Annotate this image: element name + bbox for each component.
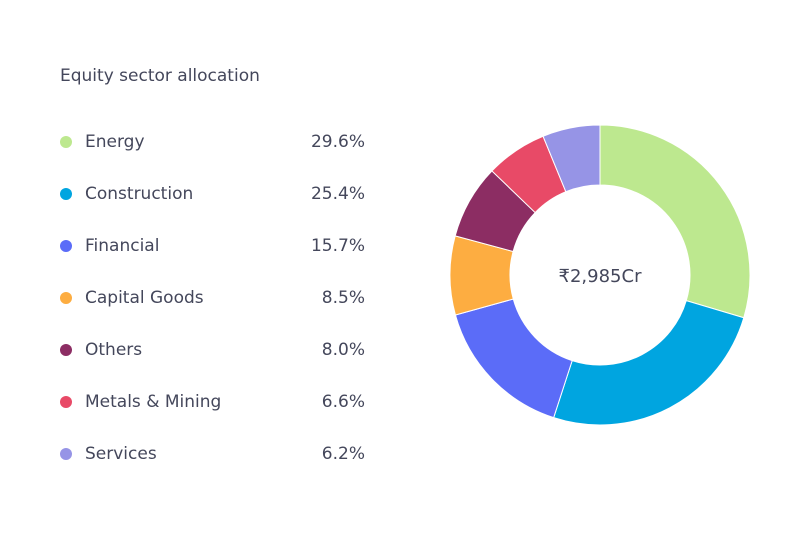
legend-item-others: Others 8.0% bbox=[60, 324, 365, 376]
chart-title: Equity sector allocation bbox=[60, 66, 260, 86]
donut-slice-energy bbox=[599, 124, 751, 319]
legend-label: Capital Goods bbox=[85, 288, 204, 308]
legend-item-services: Services 6.2% bbox=[60, 428, 365, 480]
legend-value: 15.7% bbox=[310, 236, 365, 256]
legend-label: Financial bbox=[85, 236, 160, 256]
donut-slices bbox=[449, 124, 751, 426]
legend-color-dot bbox=[60, 240, 72, 252]
legend-value: 8.5% bbox=[321, 288, 365, 308]
donut-center-total: ₹2,985Cr bbox=[559, 266, 643, 287]
legend-color-dot bbox=[60, 188, 72, 200]
legend-value: 8.0% bbox=[321, 340, 365, 360]
legend-label: Services bbox=[85, 444, 157, 464]
legend-label: Others bbox=[85, 340, 143, 360]
legend-item-energy: Energy 29.6% bbox=[60, 116, 365, 168]
donut-slice-services bbox=[542, 124, 601, 193]
legend-item-construction: Construction 25.4% bbox=[60, 168, 365, 220]
legend-color-dot bbox=[60, 448, 72, 460]
legend-label: Metals & Mining bbox=[85, 392, 222, 412]
legend-value: 25.4% bbox=[310, 184, 365, 204]
legend-color-dot bbox=[60, 292, 72, 304]
donut-chart: ₹2,985Cr bbox=[449, 124, 751, 426]
legend-color-dot bbox=[60, 136, 72, 148]
legend-label: Construction bbox=[85, 184, 194, 204]
chart-legend: Energy 29.6% Construction 25.4% Financia… bbox=[60, 116, 365, 480]
legend-color-dot bbox=[60, 344, 72, 356]
legend-value: 29.6% bbox=[310, 132, 365, 152]
legend-color-dot bbox=[60, 396, 72, 408]
legend-value: 6.6% bbox=[321, 392, 365, 412]
donut-slice-financial bbox=[454, 298, 573, 419]
legend-value: 6.2% bbox=[321, 444, 365, 464]
legend-item-capital-goods: Capital Goods 8.5% bbox=[60, 272, 365, 324]
legend-label: Energy bbox=[85, 132, 145, 152]
donut-slice-construction bbox=[553, 300, 745, 426]
legend-item-metals-mining: Metals & Mining 6.6% bbox=[60, 376, 365, 428]
legend-item-financial: Financial 15.7% bbox=[60, 220, 365, 272]
